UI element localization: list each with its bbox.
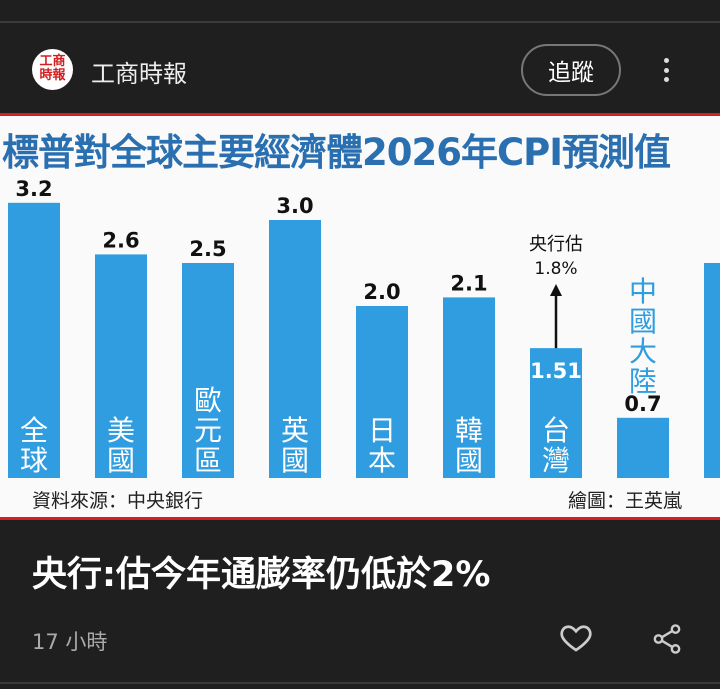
bar <box>704 263 720 478</box>
value-label: 2.6 <box>102 228 139 252</box>
bar <box>8 202 60 479</box>
category-label: 日 <box>368 414 396 447</box>
value-label: 1.51 <box>530 359 582 383</box>
share-icon[interactable] <box>650 622 684 656</box>
bottom-divider <box>0 682 720 684</box>
category-label: 英 <box>281 414 309 447</box>
bar <box>182 263 234 478</box>
value-label: 3.0 <box>276 194 313 218</box>
value-label: 0.7 <box>624 392 661 416</box>
category-label: 國 <box>629 305 657 338</box>
category-label: 全 <box>20 414 48 447</box>
bar <box>269 220 321 478</box>
value-label: 2.5 <box>189 237 226 261</box>
heart-icon[interactable] <box>558 620 594 656</box>
chart-credit: 繪圖：王英嵐 <box>568 490 683 512</box>
category-label: 本 <box>368 444 396 477</box>
category-label: 國 <box>281 444 309 477</box>
value-label: 2.1 <box>450 271 487 295</box>
annotation-label: 央行估 <box>529 234 583 255</box>
publisher-name[interactable]: 工商時報 <box>91 60 187 88</box>
category-label: 國 <box>107 444 135 477</box>
value-label: 3.2 <box>15 177 52 201</box>
article-time: 17 小時 <box>32 630 108 654</box>
article-image[interactable]: 標普對全球主要經濟體2026年CPI預測值 3.2 全球 2.6 美國 2.5 歐元區 3.… <box>0 113 720 520</box>
value-label: 2.0 <box>363 280 400 304</box>
chart-title: 標普對全球主要經濟體2026年CPI預測值 <box>2 131 671 174</box>
bar <box>356 306 408 478</box>
category-label: 國 <box>455 444 483 477</box>
bar <box>530 348 582 478</box>
more-options-icon[interactable] <box>656 56 676 84</box>
category-label: 歐 <box>194 384 222 417</box>
category-label: 台 <box>542 414 570 447</box>
arrow-head-icon <box>550 284 562 296</box>
bar <box>443 297 495 478</box>
annotation-value: 1.8% <box>534 259 577 279</box>
bar <box>95 254 147 478</box>
category-label: 球 <box>20 444 48 477</box>
bar-chart: 3.2全球2.6美國2.5歐元區3.0英國2.0日本2.1韓國1.51台灣0.7… <box>8 177 720 479</box>
publisher-logo[interactable]: 工商 時報 <box>32 49 73 90</box>
top-divider <box>0 21 720 23</box>
category-label: 中 <box>629 275 657 308</box>
follow-button[interactable]: 追蹤 <box>521 44 621 96</box>
category-label: 元 <box>194 414 222 447</box>
article-headline[interactable]: 央行:估今年通膨率仍低於2% <box>32 555 491 595</box>
category-label: 大 <box>629 335 657 368</box>
bar <box>617 417 669 478</box>
category-label: 灣 <box>542 444 570 477</box>
category-label: 陸 <box>629 365 657 398</box>
chart-source: 資料來源：中央銀行 <box>32 490 204 512</box>
category-label: 韓 <box>455 414 483 447</box>
category-label: 美 <box>107 414 135 447</box>
category-label: 區 <box>194 444 222 477</box>
